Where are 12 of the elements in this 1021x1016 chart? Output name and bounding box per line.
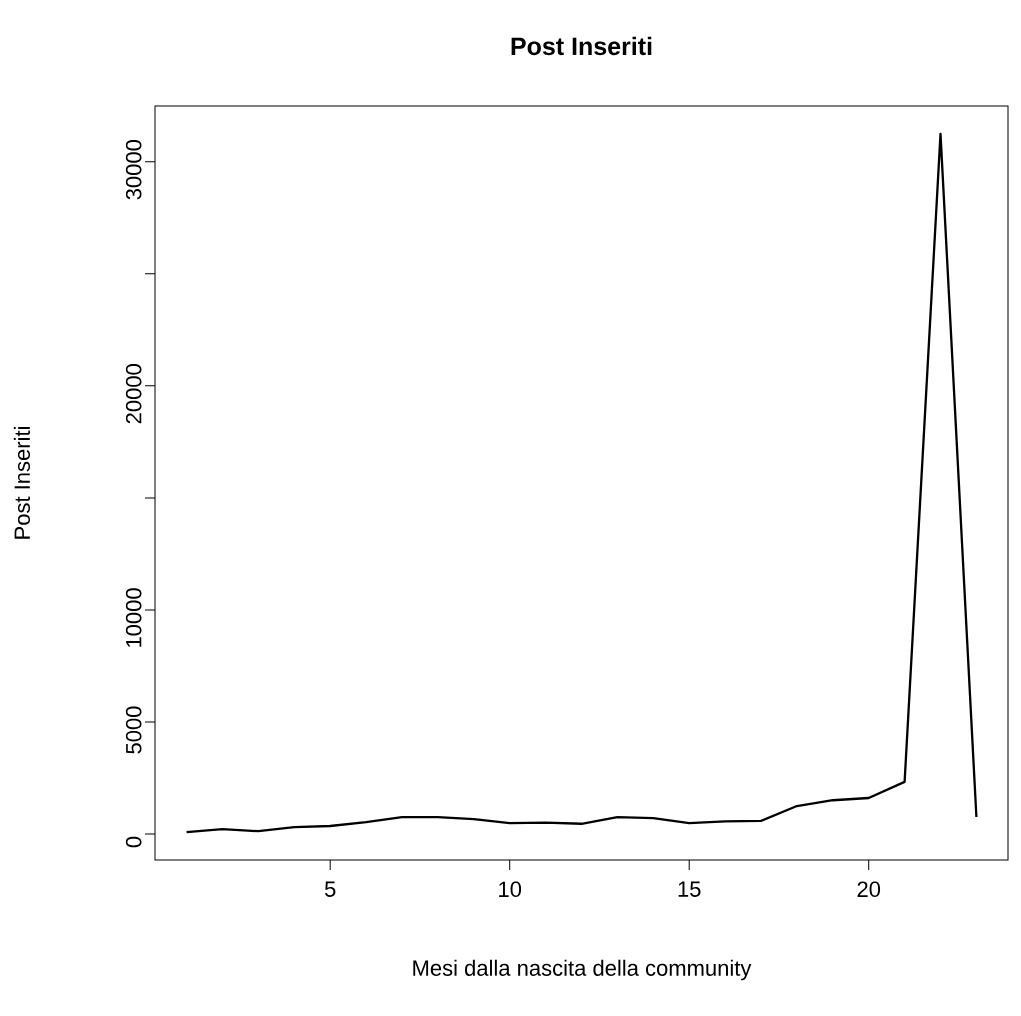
y-tick-label: 30000 (125, 139, 142, 200)
x-tick-label: 10 (499, 881, 522, 898)
y-axis-title: Post Inseriti (13, 427, 31, 539)
y-tick-label: 5000 (125, 706, 142, 754)
y-tick-label: 10000 (125, 588, 142, 647)
y-tick-label: 20000 (125, 364, 142, 424)
chart-title: Post Inseriti (511, 36, 652, 56)
x-tick-label: 5 (324, 881, 336, 897)
y-tick-label: 0 (125, 836, 142, 848)
x-axis-title: Mesi dalla nascita della community (413, 959, 752, 981)
x-tick-label: 15 (678, 881, 701, 897)
x-tick-label: 20 (857, 881, 881, 898)
